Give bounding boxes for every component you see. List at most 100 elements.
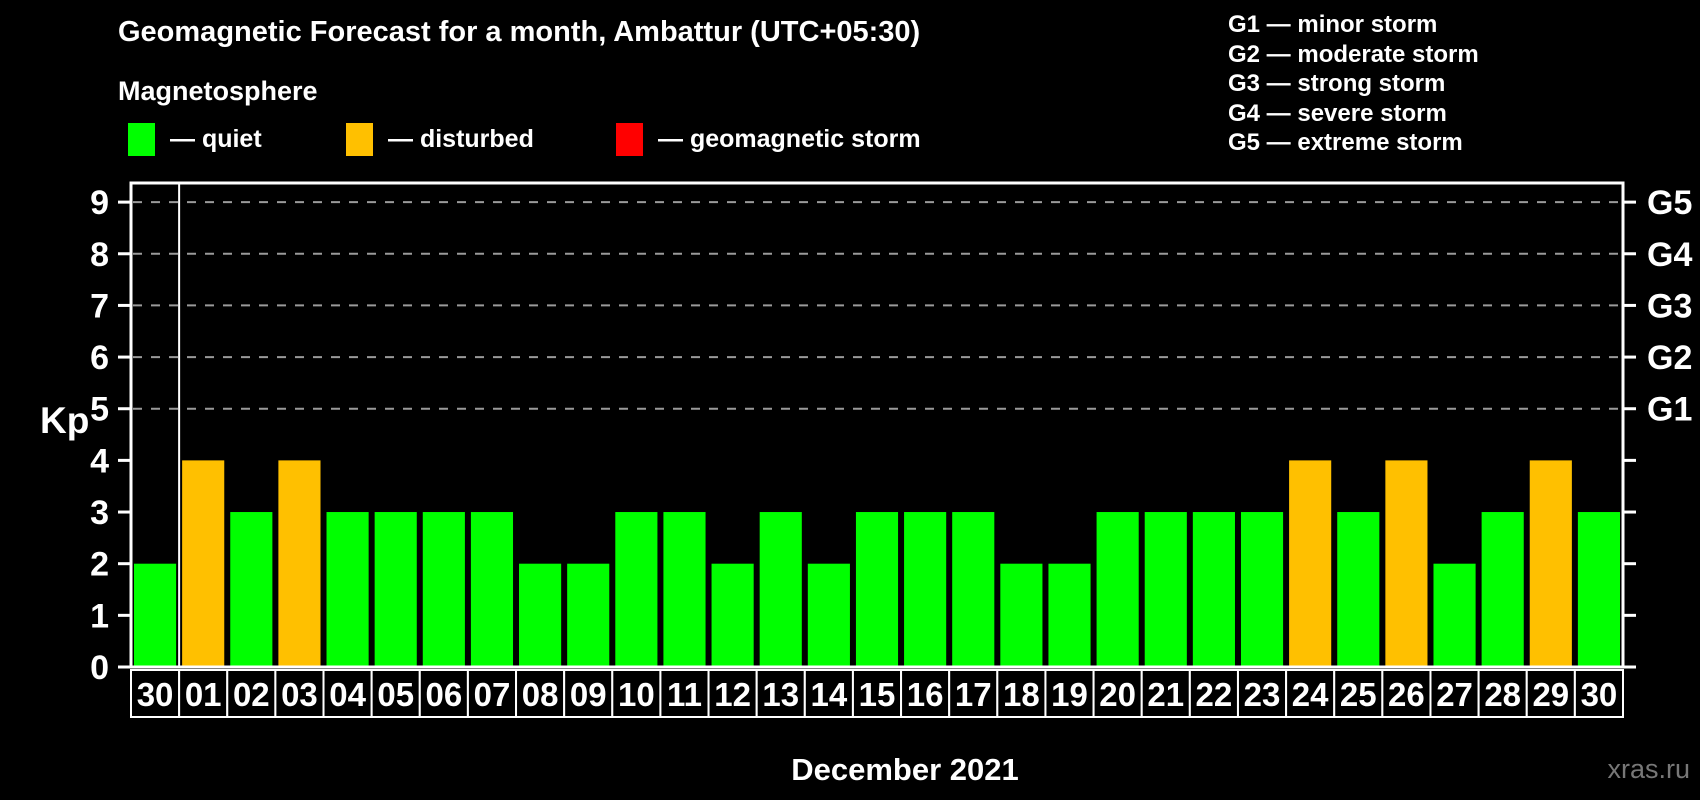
kp-bar-15 xyxy=(855,512,899,667)
date-label-15: 15 xyxy=(859,676,896,713)
date-cell-26 xyxy=(1381,669,1432,718)
date-label-25: 25 xyxy=(1340,676,1377,713)
date-label-2: 02 xyxy=(233,676,270,713)
kp-bar-29 xyxy=(1529,460,1572,667)
kp-bar-07 xyxy=(470,512,514,667)
right-axis-label-G2: G2 xyxy=(1647,339,1692,377)
legend-item-storm: — geomagnetic storm xyxy=(616,121,921,157)
date-cell-30 xyxy=(1573,669,1625,718)
legend-item-quiet: — quiet xyxy=(128,121,262,157)
kp-bar-14 xyxy=(807,563,850,667)
kp-bar-19 xyxy=(1048,563,1091,667)
date-label-28: 28 xyxy=(1484,676,1521,713)
date-cell-9 xyxy=(563,669,614,718)
date-cell-12 xyxy=(707,669,758,718)
date-label-7: 07 xyxy=(474,676,511,713)
date-cell-14 xyxy=(803,669,854,718)
storm-scale-legend: G1 — minor storm G2 — moderate storm G3 … xyxy=(1228,10,1479,158)
right-axis-label-G4: G4 xyxy=(1647,236,1692,274)
kp-bar-11 xyxy=(663,512,706,667)
date-label-24: 24 xyxy=(1292,676,1329,713)
date-label-18: 18 xyxy=(1003,676,1040,713)
storm-scale-g5: G5 — extreme storm xyxy=(1228,129,1463,156)
date-label-29: 29 xyxy=(1532,676,1569,713)
kp-bar-08 xyxy=(519,563,562,667)
date-label-19: 19 xyxy=(1051,676,1088,713)
kp-bar-05 xyxy=(374,512,417,667)
kp-bar-28 xyxy=(1481,512,1524,667)
date-label-30: 30 xyxy=(1581,676,1618,713)
kp-bar-25 xyxy=(1337,512,1380,667)
date-cell-20 xyxy=(1092,669,1143,718)
date-cell-24 xyxy=(1285,669,1336,718)
kp-bar-23 xyxy=(1240,512,1284,667)
kp-bar-01 xyxy=(182,460,225,667)
right-axis-label-G5: G5 xyxy=(1647,184,1692,222)
y-tick-label-5: 5 xyxy=(90,391,109,429)
date-label-1: 01 xyxy=(185,676,222,713)
kp-bar-27 xyxy=(1433,563,1476,667)
date-label-20: 20 xyxy=(1099,676,1136,713)
date-cell-22 xyxy=(1188,669,1239,718)
kp-bar-02 xyxy=(230,512,273,667)
kp-bar-10 xyxy=(615,512,658,667)
date-label-5: 05 xyxy=(377,676,414,713)
date-cell-6 xyxy=(418,669,469,718)
kp-bar-20 xyxy=(1096,512,1139,667)
kp-bar-24 xyxy=(1289,460,1332,667)
legend-item-disturbed: — disturbed xyxy=(346,121,534,157)
legend-label-quiet: — quiet xyxy=(170,124,262,153)
kp-bar-21 xyxy=(1144,512,1187,667)
x-axis-title: December 2021 xyxy=(791,752,1019,787)
kp-bar-03 xyxy=(278,460,321,667)
date-cell-7 xyxy=(466,669,518,718)
date-cell-23 xyxy=(1236,669,1288,718)
date-label-9: 09 xyxy=(570,676,607,713)
date-cell-27 xyxy=(1429,669,1480,718)
kp-bar-30 xyxy=(1577,512,1620,667)
date-label-22: 22 xyxy=(1196,676,1233,713)
date-label-4: 04 xyxy=(329,676,366,713)
date-label-21: 21 xyxy=(1147,676,1184,713)
disturbed-swatch-icon xyxy=(346,122,373,156)
date-label-16: 16 xyxy=(907,676,944,713)
y-tick-label-9: 9 xyxy=(90,184,109,222)
kp-bar-09 xyxy=(567,563,610,667)
date-label-14: 14 xyxy=(811,676,848,713)
date-cell-10 xyxy=(611,669,662,718)
date-label-11: 11 xyxy=(667,676,702,713)
date-cell-3 xyxy=(274,669,325,718)
date-cell-15 xyxy=(851,669,903,718)
watermark: xras.ru xyxy=(1607,754,1690,784)
y-tick-label-1: 1 xyxy=(90,597,109,635)
date-label-26: 26 xyxy=(1388,676,1425,713)
legend-label-storm: — geomagnetic storm xyxy=(658,124,921,153)
kp-bar-22 xyxy=(1192,512,1235,667)
date-label-10: 10 xyxy=(618,676,655,713)
storm-scale-g3: G3 — strong storm xyxy=(1228,70,1446,97)
kp-bar-16 xyxy=(904,512,947,667)
storm-scale-g1: G1 — minor storm xyxy=(1228,11,1438,38)
magnetosphere-label: Magnetosphere xyxy=(118,76,318,106)
storm-scale-g4: G4 — severe storm xyxy=(1228,99,1447,127)
kp-bar-13 xyxy=(759,512,802,667)
date-label-8: 08 xyxy=(522,676,559,713)
date-label-23: 23 xyxy=(1244,676,1281,713)
date-label-6: 06 xyxy=(425,676,462,713)
date-cell-28 xyxy=(1477,669,1528,718)
storm-swatch-icon xyxy=(616,122,643,156)
kp-bar-04 xyxy=(326,512,369,667)
kp-bar-17 xyxy=(952,512,995,667)
date-label-0: 30 xyxy=(137,676,174,713)
kp-bar-12 xyxy=(711,563,754,667)
y-tick-label-8: 8 xyxy=(90,236,109,274)
y-tick-label-2: 2 xyxy=(90,546,109,584)
kp-bar-30 xyxy=(134,563,177,667)
y-tick-label-0: 0 xyxy=(90,649,109,687)
date-label-12: 12 xyxy=(714,676,751,713)
kp-bar-18 xyxy=(1000,563,1043,667)
date-cell-29 xyxy=(1525,669,1576,718)
kp-bar-06 xyxy=(422,512,465,667)
